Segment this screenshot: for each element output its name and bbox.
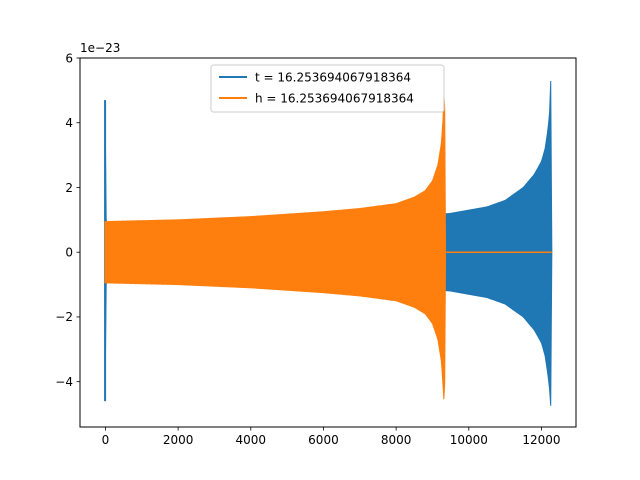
y-tick-label: 6 [65, 51, 73, 65]
series-2-waveform [104, 94, 447, 400]
legend-label-2: h = 16.253694067918364 [255, 91, 414, 105]
plot-area: 0 2000 4000 6000 8000 10000 12000 −4 −2 0 2 4 6 1e−… [55, 41, 577, 447]
y-tick-label: 4 [65, 116, 73, 130]
legend-label-1: t = 16.253694067918364 [255, 70, 411, 84]
x-tick-label: 10000 [450, 433, 488, 447]
axes-frame [79, 57, 577, 428]
x-tick-label: 2000 [163, 433, 194, 447]
y-tick-label: 0 [65, 246, 73, 260]
x-axis: 0 2000 4000 6000 8000 10000 12000 [102, 427, 561, 447]
x-tick-label: 12000 [522, 433, 560, 447]
x-tick-label: 4000 [236, 433, 267, 447]
x-tick-label: 0 [102, 433, 110, 447]
y-tick-label: −4 [55, 375, 73, 389]
y-axis: −4 −2 0 2 4 6 [55, 51, 80, 389]
legend-box [210, 64, 445, 113]
series-layer [104, 80, 553, 406]
legend: t = 16.253694067918364 h = 16.25369406791… [210, 64, 445, 113]
y-tick-label: −2 [55, 310, 73, 324]
y-tick-label: 2 [65, 181, 73, 195]
x-tick-label: 6000 [308, 433, 339, 447]
x-tick-label: 8000 [381, 433, 412, 447]
y-offset-label: 1e−23 [80, 41, 120, 55]
